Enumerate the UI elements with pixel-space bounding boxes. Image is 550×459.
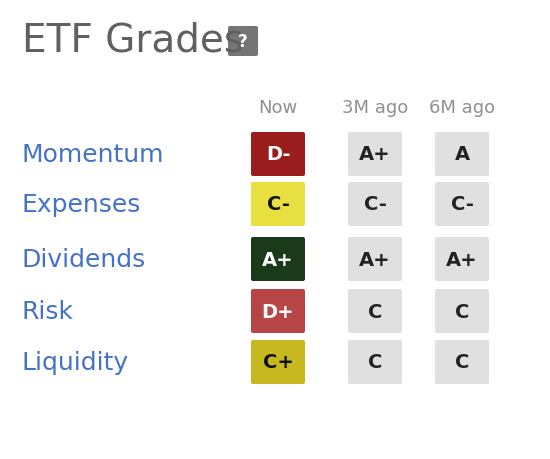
FancyBboxPatch shape xyxy=(228,27,258,57)
Text: Risk: Risk xyxy=(22,299,74,323)
Text: D+: D+ xyxy=(262,302,294,321)
FancyBboxPatch shape xyxy=(348,289,402,333)
FancyBboxPatch shape xyxy=(251,183,305,226)
Text: 6M ago: 6M ago xyxy=(429,99,495,117)
Text: A+: A+ xyxy=(359,250,391,269)
FancyBboxPatch shape xyxy=(348,237,402,281)
Text: C: C xyxy=(455,302,469,321)
Text: ?: ? xyxy=(238,33,248,51)
FancyBboxPatch shape xyxy=(435,289,489,333)
FancyBboxPatch shape xyxy=(435,237,489,281)
Text: A+: A+ xyxy=(359,145,391,164)
FancyBboxPatch shape xyxy=(348,133,402,177)
Text: ETF Grades: ETF Grades xyxy=(22,21,244,59)
Text: Liquidity: Liquidity xyxy=(22,350,129,374)
Text: C-: C- xyxy=(450,195,474,214)
Text: C-: C- xyxy=(267,195,289,214)
FancyBboxPatch shape xyxy=(348,340,402,384)
Text: C: C xyxy=(368,302,382,321)
Text: D-: D- xyxy=(266,145,290,164)
FancyBboxPatch shape xyxy=(251,133,305,177)
FancyBboxPatch shape xyxy=(435,183,489,226)
Text: 3M ago: 3M ago xyxy=(342,99,408,117)
Text: C-: C- xyxy=(364,195,387,214)
FancyBboxPatch shape xyxy=(435,133,489,177)
Text: C: C xyxy=(368,353,382,372)
Text: A+: A+ xyxy=(446,250,478,269)
Text: Dividends: Dividends xyxy=(22,247,146,271)
Text: Momentum: Momentum xyxy=(22,143,164,167)
FancyBboxPatch shape xyxy=(435,340,489,384)
Text: A+: A+ xyxy=(262,250,294,269)
FancyBboxPatch shape xyxy=(251,340,305,384)
Text: C+: C+ xyxy=(262,353,294,372)
Text: A: A xyxy=(454,145,470,164)
FancyBboxPatch shape xyxy=(348,183,402,226)
Text: Expenses: Expenses xyxy=(22,193,141,217)
Text: Now: Now xyxy=(258,99,298,117)
FancyBboxPatch shape xyxy=(251,237,305,281)
FancyBboxPatch shape xyxy=(251,289,305,333)
Text: C: C xyxy=(455,353,469,372)
